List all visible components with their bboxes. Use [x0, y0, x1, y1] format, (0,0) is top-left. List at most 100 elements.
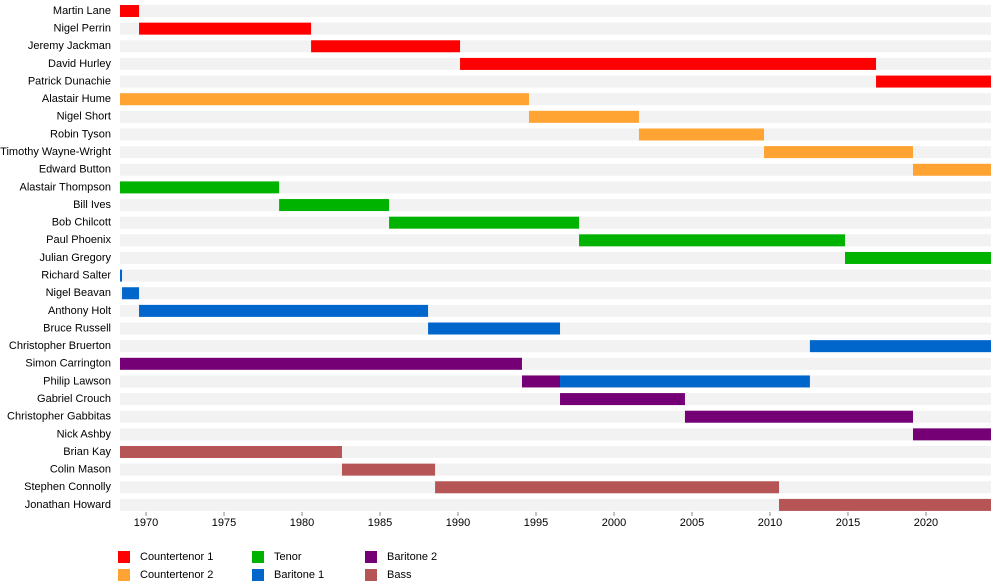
- legend-label: Bass: [387, 569, 412, 581]
- legend-swatch: [252, 551, 264, 563]
- bar: [120, 357, 522, 370]
- bar: [638, 128, 765, 141]
- row-label: Philip Lawson: [43, 375, 111, 387]
- row-band: [120, 40, 991, 53]
- bar: [120, 93, 529, 106]
- row-label: Gabriel Crouch: [37, 393, 111, 405]
- bar: [764, 146, 914, 159]
- bar: [579, 234, 846, 247]
- bar: [341, 463, 436, 476]
- row-label: Bill Ives: [73, 199, 111, 211]
- legend-swatch: [252, 569, 264, 581]
- row-label: Alastair Thompson: [19, 181, 111, 193]
- row-label: Martin Lane: [53, 5, 111, 17]
- bar: [120, 446, 342, 458]
- bar: [122, 287, 140, 300]
- bar: [460, 57, 877, 70]
- x-tick-label: 1995: [524, 517, 548, 529]
- bar: [876, 75, 991, 88]
- bar: [139, 22, 312, 35]
- row-label: Jonathan Howard: [25, 499, 111, 511]
- row-band: [120, 22, 991, 35]
- x-tick-label: 1970: [134, 517, 158, 529]
- bar: [139, 304, 429, 317]
- bar: [120, 5, 140, 17]
- bar: [311, 40, 461, 53]
- bar: [809, 340, 991, 353]
- row-label: Nigel Beavan: [46, 287, 111, 299]
- legend-swatch: [365, 569, 377, 581]
- row-label: Christopher Gabbitas: [7, 411, 111, 423]
- row-band: [120, 498, 991, 511]
- legend-label: Countertenor 2: [140, 569, 213, 581]
- row-band: [120, 75, 991, 88]
- bar: [528, 110, 639, 123]
- bar: [120, 269, 123, 282]
- row-label: Patrick Dunachie: [28, 75, 111, 87]
- row-label: Edward Button: [39, 164, 111, 176]
- x-tick-label: 1980: [290, 517, 314, 529]
- bar: [560, 375, 810, 388]
- row-label: Simon Carrington: [25, 358, 111, 370]
- x-tick-label: 1985: [368, 517, 392, 529]
- bar: [560, 393, 685, 406]
- legend-label: Baritone 2: [387, 551, 437, 563]
- bar: [913, 428, 991, 441]
- legend-label: Tenor: [274, 551, 302, 563]
- bar: [120, 181, 280, 194]
- row-label: Colin Mason: [50, 464, 111, 476]
- row-label: Bob Chilcott: [52, 217, 111, 229]
- row-band: [120, 269, 991, 282]
- x-tick-label: 2010: [758, 517, 782, 529]
- row-band: [120, 5, 991, 17]
- bar: [389, 216, 580, 229]
- row-label: Julian Gregory: [39, 252, 111, 264]
- row-band: [120, 251, 991, 264]
- row-label: Nigel Short: [57, 111, 111, 123]
- row-band: [120, 340, 991, 353]
- row-band: [120, 463, 991, 476]
- row-band: [120, 199, 991, 212]
- row-band: [120, 163, 991, 176]
- legend-swatch: [118, 551, 130, 563]
- bar: [779, 498, 991, 511]
- row-label: Nick Ashby: [57, 428, 112, 440]
- row-label: Robin Tyson: [50, 128, 111, 140]
- row-label: Jeremy Jackman: [28, 40, 111, 52]
- legend-label: Countertenor 1: [140, 551, 213, 563]
- row-label: Timothy Wayne-Wright: [0, 146, 111, 158]
- x-tick-label: 1975: [212, 517, 236, 529]
- row-label: Brian Kay: [63, 446, 111, 458]
- x-tick-label: 2000: [602, 517, 626, 529]
- row-label: Paul Phoenix: [46, 234, 111, 246]
- row-band: [120, 128, 991, 141]
- bar: [435, 481, 780, 494]
- bar: [684, 410, 914, 423]
- row-band: [120, 234, 991, 247]
- row-label: Stephen Connolly: [24, 481, 111, 493]
- legend-swatch: [118, 569, 130, 581]
- x-tick-label: 2015: [836, 517, 860, 529]
- row-band: [120, 393, 991, 406]
- bar: [428, 322, 561, 335]
- legend-label: Baritone 1: [274, 569, 324, 581]
- bar: [279, 199, 390, 212]
- row-band: [120, 181, 991, 194]
- row-label: Bruce Russell: [43, 322, 111, 334]
- x-tick-label: 2005: [680, 517, 704, 529]
- bar: [845, 251, 991, 264]
- x-tick-label: 1990: [446, 517, 470, 529]
- row-label: David Hurley: [48, 58, 111, 70]
- row-label: Alastair Hume: [42, 93, 111, 105]
- bar: [913, 163, 991, 176]
- row-label: Nigel Perrin: [54, 23, 111, 35]
- row-band: [120, 287, 991, 300]
- row-label: Christopher Bruerton: [9, 340, 111, 352]
- x-tick-label: 2020: [914, 517, 938, 529]
- row-label: Richard Salter: [41, 270, 111, 282]
- bar: [521, 375, 561, 388]
- legend-swatch: [365, 551, 377, 563]
- row-band: [120, 428, 991, 441]
- row-label: Anthony Holt: [48, 305, 111, 317]
